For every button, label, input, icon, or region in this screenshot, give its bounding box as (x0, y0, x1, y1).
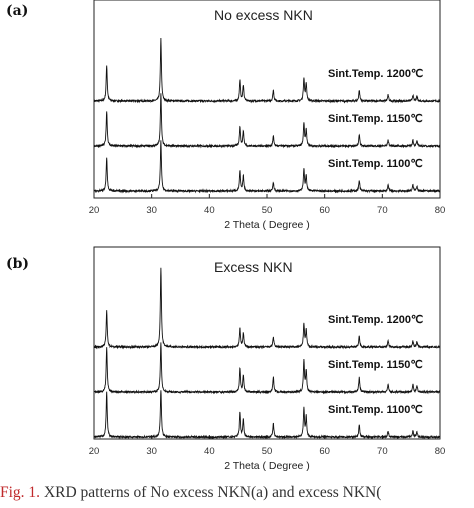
panel-label-a: (a) (6, 3, 29, 19)
series-label: Sint.Temp. 1200℃ (328, 314, 423, 326)
series-trace (94, 390, 440, 439)
figure-caption: Fig. 1. XRD patterns of No excess NKN(a)… (0, 484, 474, 502)
series-label: Sint.Temp. 1150℃ (328, 359, 423, 371)
x-tick-label: 50 (262, 446, 273, 457)
x-tick-label: 80 (435, 446, 446, 457)
caption-figure-number: Fig. 1. (0, 484, 41, 501)
x-tick-label: 20 (89, 205, 100, 216)
chart-title: Excess NKN (214, 259, 293, 275)
x-tick-label: 30 (146, 205, 157, 216)
x-axis-label: 2 Theta ( Degree ) (224, 219, 310, 231)
x-tick-label: 20 (89, 446, 100, 457)
series-trace (94, 140, 440, 194)
series-label: Sint.Temp. 1150℃ (328, 113, 423, 125)
x-tick-label: 70 (377, 446, 388, 457)
chart-title: No excess NKN (214, 7, 313, 23)
panel-label-b: (b) (6, 256, 30, 272)
xrd-chart-b: Excess NKN 20 30 40 50 60 70 80 2 Theta ( Degree… (89, 246, 446, 472)
series-trace (94, 342, 440, 395)
x-tick-label: 40 (204, 205, 215, 216)
x-tick-label: 50 (262, 205, 273, 216)
x-tick-label: 70 (377, 205, 388, 216)
x-tick-label: 60 (319, 205, 330, 216)
x-tick-label: 80 (435, 205, 446, 216)
xrd-chart-a: No excess NKN 20 30 40 50 60 70 80 2 Theta ( Deg… (89, 0, 446, 231)
caption-text: XRD patterns of No excess NKN(a) and exc… (40, 484, 382, 501)
series-label: Sint.Temp. 1100℃ (328, 404, 423, 416)
x-tick-label: 40 (204, 446, 215, 457)
series-label: Sint.Temp. 1200℃ (328, 68, 423, 80)
series-trace (94, 93, 440, 149)
series-label: Sint.Temp. 1100℃ (328, 158, 423, 170)
series-trace (94, 37, 440, 104)
series-trace (94, 267, 440, 350)
x-tick-label: 30 (146, 446, 157, 457)
x-tick-label: 60 (319, 446, 330, 457)
x-axis-label: 2 Theta ( Degree ) (224, 460, 310, 472)
